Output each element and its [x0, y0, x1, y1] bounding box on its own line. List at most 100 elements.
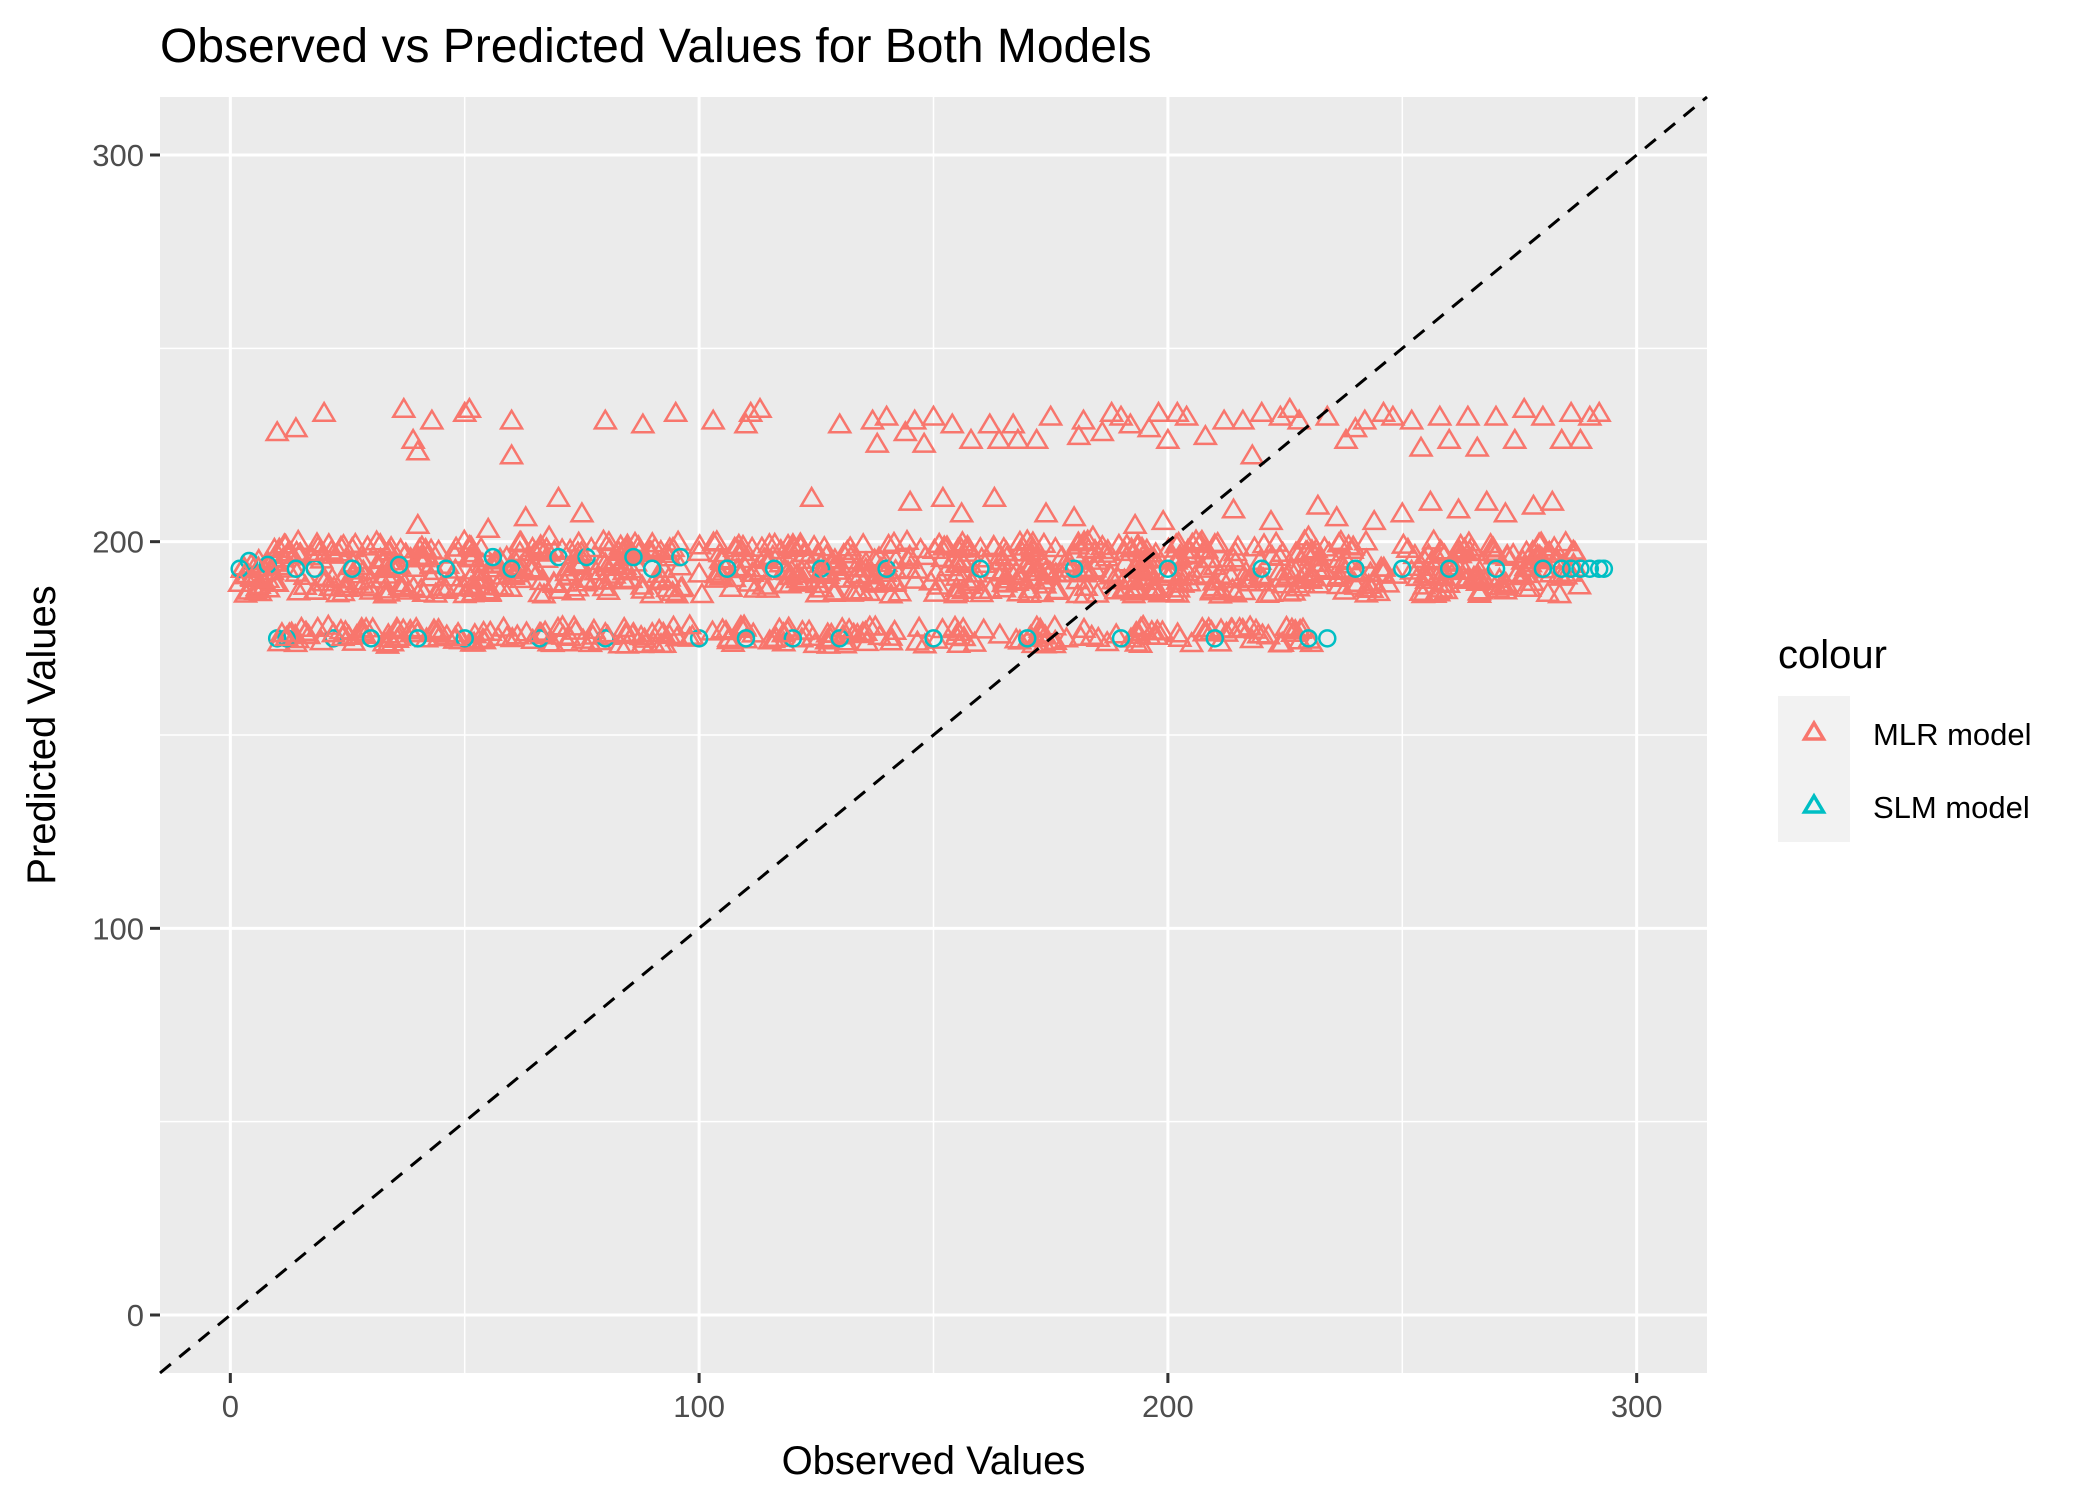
mlr-point — [763, 625, 789, 648]
mlr-point — [1263, 530, 1289, 552]
mlr-point — [1073, 574, 1099, 597]
mlr-point — [418, 565, 444, 587]
mlr-point — [1415, 561, 1441, 584]
mlr-point — [1436, 427, 1462, 449]
mlr-point — [1548, 427, 1575, 449]
mlr-point — [494, 624, 520, 647]
slm-point — [1580, 559, 1600, 578]
mlr-point — [458, 574, 484, 596]
mlr-point — [1429, 540, 1455, 562]
mlr-point — [751, 546, 777, 568]
mlr-point — [850, 532, 876, 554]
mlr-point — [1014, 528, 1040, 550]
mlr-point — [590, 528, 617, 550]
mlr-point — [1126, 622, 1153, 645]
mlr-point — [360, 616, 386, 638]
mlr-point — [319, 566, 345, 588]
mlr-point — [1119, 579, 1145, 601]
mlr-point — [1513, 575, 1539, 597]
mlr-point — [592, 408, 619, 430]
mlr-point — [700, 530, 727, 552]
mlr-point — [1526, 531, 1552, 553]
mlr-point — [264, 570, 290, 593]
mlr-point — [525, 559, 551, 581]
mlr-point — [897, 489, 923, 511]
mlr-point — [475, 516, 501, 538]
mlr-point — [836, 617, 862, 639]
mlr-point — [1032, 623, 1058, 645]
mlr-point — [1530, 404, 1556, 426]
mlr-point — [1398, 408, 1425, 430]
mlr-point — [987, 622, 1013, 644]
mlr-point — [589, 548, 616, 571]
mlr-point — [1352, 408, 1378, 430]
slm-point — [1571, 559, 1590, 578]
mlr-point — [230, 554, 257, 576]
mlr-point — [1220, 497, 1247, 519]
slm-point — [717, 559, 737, 578]
mlr-point — [386, 624, 412, 647]
mlr-point — [755, 547, 781, 570]
mlr-point — [902, 408, 928, 430]
mlr-point — [444, 575, 470, 597]
mlr-point — [833, 629, 860, 651]
mlr-point — [391, 396, 417, 419]
mlr-point — [408, 576, 434, 599]
mlr-point — [991, 535, 1017, 558]
mlr-point — [274, 556, 301, 578]
mlr-point — [963, 561, 989, 583]
mlr-point — [1183, 528, 1209, 550]
mlr-point — [1323, 505, 1350, 527]
mlr-point — [1577, 404, 1603, 426]
mlr-point — [708, 564, 734, 586]
mlr-point — [961, 630, 988, 652]
slm-point — [1346, 559, 1365, 578]
legend-label-mlr: MLR model — [1873, 717, 2032, 752]
mlr-point — [1118, 536, 1144, 558]
mlr-point — [1425, 580, 1452, 602]
mlr-point — [545, 485, 572, 507]
legend-key-background — [1778, 696, 1850, 842]
mlr-point — [1211, 408, 1237, 430]
mlr-point — [1005, 427, 1031, 449]
mlr-point — [968, 577, 994, 600]
mlr-point — [567, 550, 593, 572]
mlr-point — [533, 536, 560, 558]
mlr-point — [232, 581, 259, 603]
mlr-point — [1155, 536, 1182, 558]
grid-minor — [160, 97, 1707, 1373]
mlr-point — [1566, 573, 1593, 595]
mlr-point — [749, 535, 775, 557]
mlr-point — [1267, 631, 1293, 653]
mlr-point — [801, 533, 827, 556]
mlr-point — [1560, 538, 1587, 560]
mlr-point — [1149, 619, 1176, 641]
mlr-point — [456, 396, 483, 419]
slm-point — [1533, 559, 1553, 578]
mlr-point — [506, 558, 532, 580]
mlr-point — [755, 576, 781, 598]
mlr-point — [1071, 557, 1097, 579]
mlr-point — [1007, 568, 1034, 590]
slm-point — [455, 629, 474, 648]
mlr-point — [911, 431, 937, 453]
mlr-point — [1464, 435, 1490, 457]
mlr-point — [578, 535, 604, 558]
mlr-point — [1277, 396, 1303, 419]
mlr-point — [1286, 408, 1312, 430]
mlr-point — [508, 566, 534, 589]
mlr-point — [569, 501, 595, 523]
mlr-point — [1007, 628, 1033, 650]
mlr-point — [962, 567, 988, 589]
mlr-point — [1455, 404, 1481, 426]
mlr-point — [1145, 400, 1172, 422]
mlr-point — [875, 532, 902, 555]
slm-point — [436, 559, 456, 578]
x-tick-label: 0 — [222, 1389, 239, 1424]
mlr-point — [983, 558, 1009, 580]
slm-point — [389, 555, 409, 575]
mlr-point — [944, 575, 970, 598]
mlr-point — [630, 412, 656, 434]
mlr-point — [403, 616, 429, 638]
mlr-point — [751, 573, 777, 595]
